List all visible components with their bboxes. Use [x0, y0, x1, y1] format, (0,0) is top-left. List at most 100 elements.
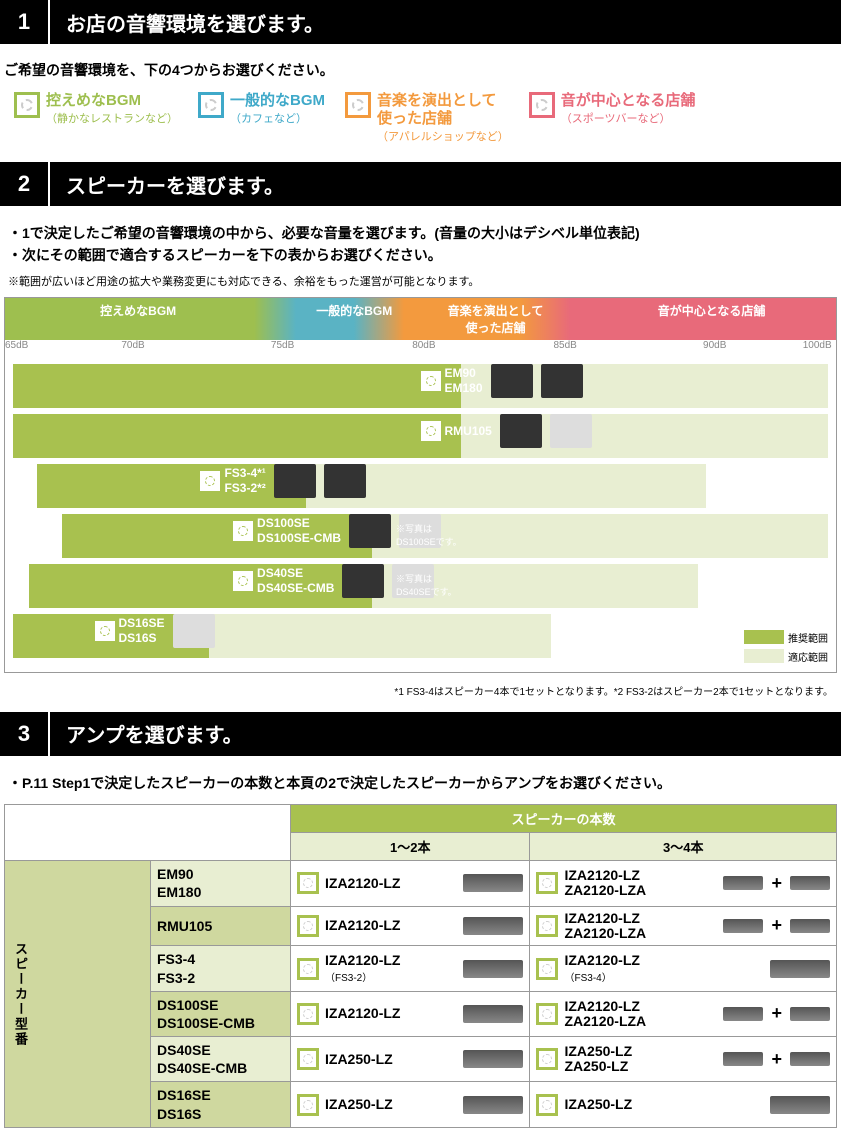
amp-cell-1-a: IZA2120-LZ	[291, 906, 530, 946]
amp-checkbox-0-b[interactable]	[536, 872, 558, 894]
speaker-checkbox-4[interactable]	[233, 571, 253, 591]
speaker-bar-row-2: FS3-4*¹FS3-2*²	[13, 464, 828, 508]
amp-image-icon	[463, 960, 523, 978]
product-image-icon	[274, 464, 316, 498]
section-2-number: 2	[0, 162, 50, 206]
amp-image-icon	[463, 1096, 523, 1114]
env-checkbox-3[interactable]	[529, 92, 555, 118]
amp-name-5-b: IZA250-LZ	[564, 1097, 632, 1112]
amp-name-1-a: IZA2120-LZ	[325, 918, 400, 933]
amp-checkbox-2-a[interactable]	[297, 958, 319, 980]
amp-checkbox-2-b[interactable]	[536, 958, 558, 980]
env-option-2[interactable]: 音楽を演出として使った店舗 （アパレルショップなど）	[345, 92, 509, 144]
bar-label-1[interactable]: RMU105	[421, 414, 592, 448]
db-tick-3: 80dB	[412, 340, 435, 351]
env-option-1[interactable]: 一般的なBGM （カフェなど）	[198, 92, 325, 126]
legend-fit: 適応範囲	[788, 649, 828, 664]
amp-speaker-cell-5: DS16SEDS16S	[151, 1082, 291, 1127]
bar-label-0[interactable]: EM90EM180	[421, 364, 583, 398]
amp-checkbox-4-a[interactable]	[297, 1048, 319, 1070]
amp-cell-5-a: IZA250-LZ	[291, 1082, 530, 1127]
amp-checkbox-4-b[interactable]	[536, 1048, 558, 1070]
amp-speaker-cell-2: FS3-4FS3-2	[151, 946, 291, 991]
speaker-names-3: DS100SEDS100SE-CMB	[257, 516, 341, 545]
bar-label-2[interactable]: FS3-4*¹FS3-2*²	[200, 464, 365, 498]
amp-speaker-cell-1: RMU105	[151, 906, 291, 946]
amp-name-2-a: IZA2120-LZ	[325, 953, 400, 968]
amp-header-top: スピーカーの本数	[291, 805, 837, 833]
bar-rec-range-0	[13, 364, 461, 408]
amp-checkbox-3-a[interactable]	[297, 1003, 319, 1025]
amp-image-icon	[790, 876, 830, 890]
speaker-names-4: DS40SEDS40SE-CMB	[257, 566, 334, 595]
amp-checkbox-1-b[interactable]	[536, 915, 558, 937]
speaker-bar-row-3: DS100SEDS100SE-CMB※写真はDS100SEです。	[13, 514, 828, 558]
amp-cell-5-b: IZA250-LZ	[530, 1082, 837, 1127]
gradient-seg-2: 音楽を演出として使った店舗	[421, 302, 571, 336]
amp-checkbox-1-a[interactable]	[297, 915, 319, 937]
speaker-checkbox-2[interactable]	[200, 471, 220, 491]
speaker-range-chart: 控えめなBGM一般的なBGM音楽を演出として使った店舗音が中心となる店舗 65d…	[4, 297, 837, 673]
amp-selection-table: スピーカーの本数 1～2本 3～4本 スピーカー型番EM90EM180 IZA2…	[4, 804, 837, 1128]
amp-cell-2-a: IZA2120-LZ（FS3-2）	[291, 946, 530, 991]
env-option-3[interactable]: 音が中心となる店舗 （スポーツバーなど）	[529, 92, 696, 126]
gradient-seg-3: 音が中心となる店舗	[637, 302, 787, 319]
chart-footnote: *1 FS3-4はスピーカー4本で1セットとなります。*2 FS3-2はスピーカ…	[0, 679, 841, 712]
chart-legend: 推奨範囲 適応範囲	[744, 626, 828, 664]
amp-cell-4-a: IZA250-LZ	[291, 1037, 530, 1082]
db-tick-0: 65dB	[5, 340, 28, 351]
amp-image-icon	[790, 919, 830, 933]
db-tick-1: 70dB	[121, 340, 144, 351]
amp-checkbox-5-b[interactable]	[536, 1094, 558, 1116]
amp-sub-2-b: （FS3-4）	[564, 969, 639, 984]
amp-table-row-0: スピーカー型番EM90EM180 IZA2120-LZ IZA2120-LZZA…	[5, 861, 837, 906]
env-checkbox-1[interactable]	[198, 92, 224, 118]
speaker-names-0: EM90EM180	[445, 366, 483, 395]
amp-image-icon	[723, 1052, 763, 1066]
db-tick-4: 85dB	[553, 340, 576, 351]
amp-image-icon	[463, 1005, 523, 1023]
env-sub-3: （スポーツバーなど）	[561, 110, 696, 126]
db-tick-5: 90dB	[703, 340, 726, 351]
speaker-checkbox-1[interactable]	[421, 421, 441, 441]
env-checkbox-2[interactable]	[345, 92, 371, 118]
product-image-icon	[541, 364, 583, 398]
speaker-bar-row-0: EM90EM180	[13, 364, 828, 408]
product-image-icon	[491, 364, 533, 398]
legend-recommended: 推奨範囲	[788, 630, 828, 645]
amp-cell-1-b: IZA2120-LZZA2120-LZA +	[530, 906, 837, 946]
section-1-title: お店の音響環境を選びます。	[50, 8, 324, 37]
amp-image-icon	[463, 874, 523, 892]
speaker-checkbox-5[interactable]	[95, 621, 115, 641]
env-checkbox-0[interactable]	[14, 92, 40, 118]
product-image-icon	[349, 514, 391, 548]
amp-checkbox-5-a[interactable]	[297, 1094, 319, 1116]
gradient-seg-1: 一般的なBGM	[279, 302, 429, 319]
env-title-3: 音が中心となる店舗	[561, 92, 696, 110]
amp-image-icon	[790, 1007, 830, 1021]
amp-name-0-a: IZA2120-LZ	[325, 876, 400, 891]
env-title-0: 控えめなBGM	[46, 92, 178, 110]
amp-checkbox-0-a[interactable]	[297, 872, 319, 894]
amp-image-icon	[463, 917, 523, 935]
speaker-bar-row-1: RMU105	[13, 414, 828, 458]
product-image-icon	[342, 564, 384, 598]
amp-image-icon	[770, 960, 830, 978]
plus-icon: +	[771, 873, 782, 894]
amp-checkbox-3-b[interactable]	[536, 1003, 558, 1025]
db-scale-row: 65dB70dB75dB80dB85dB90dB100dB	[5, 340, 836, 358]
amp-image-icon	[463, 1050, 523, 1068]
amp-side-label: スピーカー型番	[5, 861, 151, 1128]
section-1-number: 1	[0, 0, 50, 44]
section-3-title: アンプを選びます。	[50, 719, 243, 748]
amp-name-0-b: IZA2120-LZZA2120-LZA	[564, 868, 646, 899]
amp-col-3-4: 3～4本	[530, 833, 837, 861]
bar-label-5[interactable]: DS16SEDS16S	[95, 614, 215, 648]
s1-instruction: ご希望の音響環境を、下の4つからお選びください。	[0, 56, 841, 92]
speaker-checkbox-0[interactable]	[421, 371, 441, 391]
speaker-checkbox-3[interactable]	[233, 521, 253, 541]
amp-cell-2-b: IZA2120-LZ（FS3-4）	[530, 946, 837, 991]
env-option-0[interactable]: 控えめなBGM （静かなレストランなど）	[14, 92, 178, 126]
product-image-icon	[500, 414, 542, 448]
amp-cell-0-a: IZA2120-LZ	[291, 861, 530, 906]
